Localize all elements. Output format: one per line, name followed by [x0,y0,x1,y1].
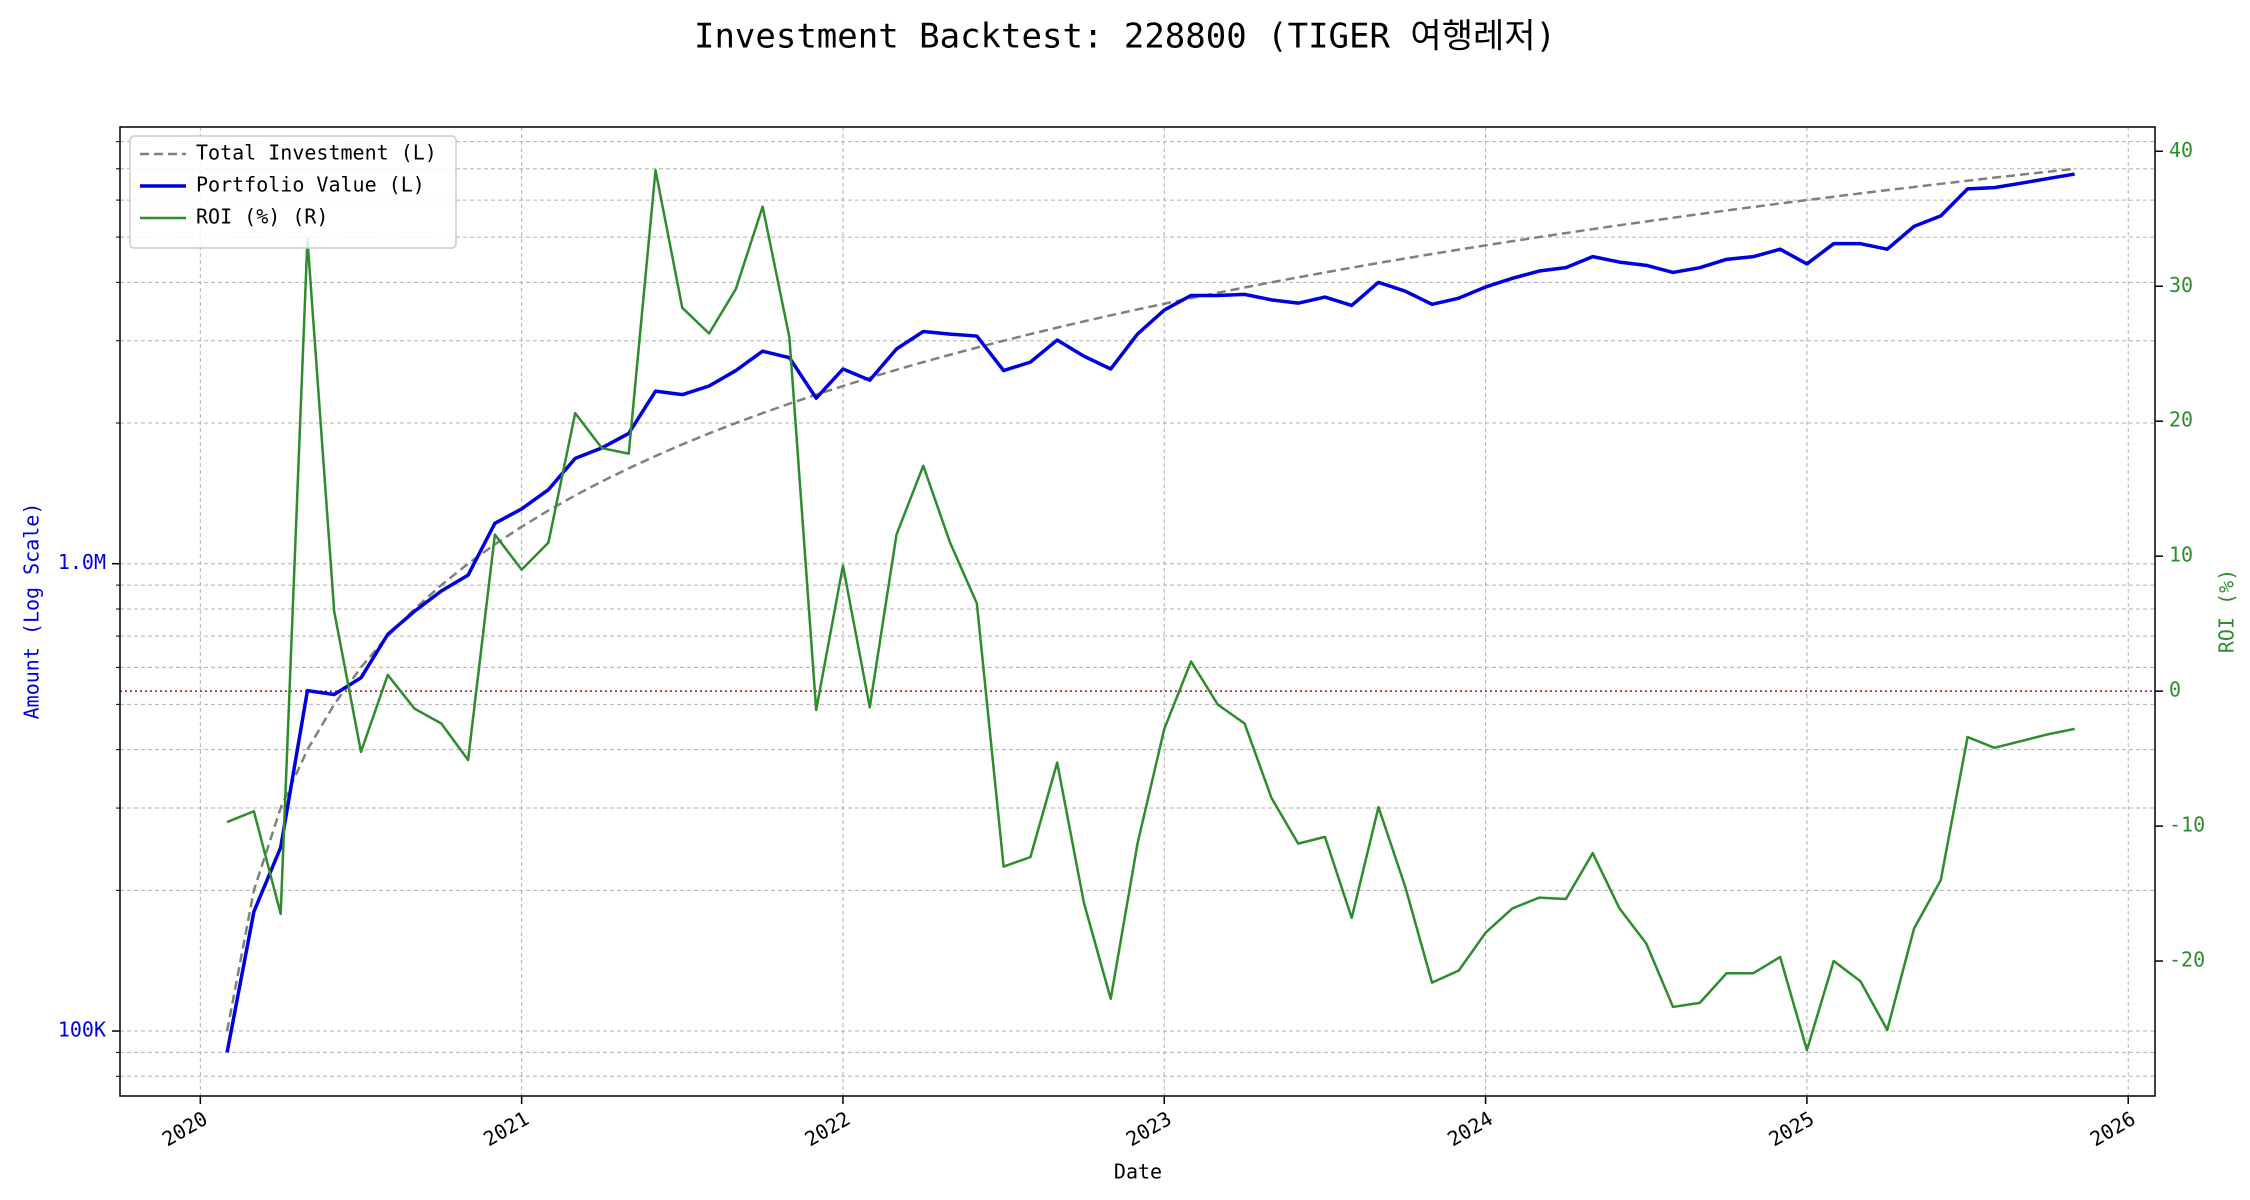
plot-area [120,167,2155,1053]
y2-axis-label: ROI (%) [2215,569,2239,653]
y-axis-label: Amount (Log Scale) [20,503,44,720]
y2-tick-label: 20 [2169,408,2193,432]
chart-title: Investment Backtest: 228800 (TIGER 여행레저) [694,17,1556,57]
grid [120,127,2155,1096]
legend-label: Total Investment (L) [196,141,437,165]
legend-label: Portfolio Value (L) [196,173,425,197]
y2-tick-label: 40 [2169,138,2193,162]
series-line [225,167,2075,1032]
x-axis-label: Date [1114,1160,1162,1184]
legend: Total Investment (L) Portfolio Value (L) R… [129,135,457,249]
legend-label: ROI (%) (R) [196,205,328,229]
y2-tick-label: 30 [2169,273,2193,297]
y2-tick-label: 10 [2169,543,2193,567]
y2-tick-label: -10 [2169,813,2205,837]
y2-tick-label: 0 [2169,678,2181,702]
series-line [226,168,2075,1052]
plot-frame [119,126,2156,1097]
y-tick-label: 1.0M [58,550,106,574]
series-line [225,172,2075,1053]
y-tick-label: 100K [58,1018,106,1042]
y2-tick-label: -20 [2169,948,2205,972]
legend-box [129,135,457,249]
